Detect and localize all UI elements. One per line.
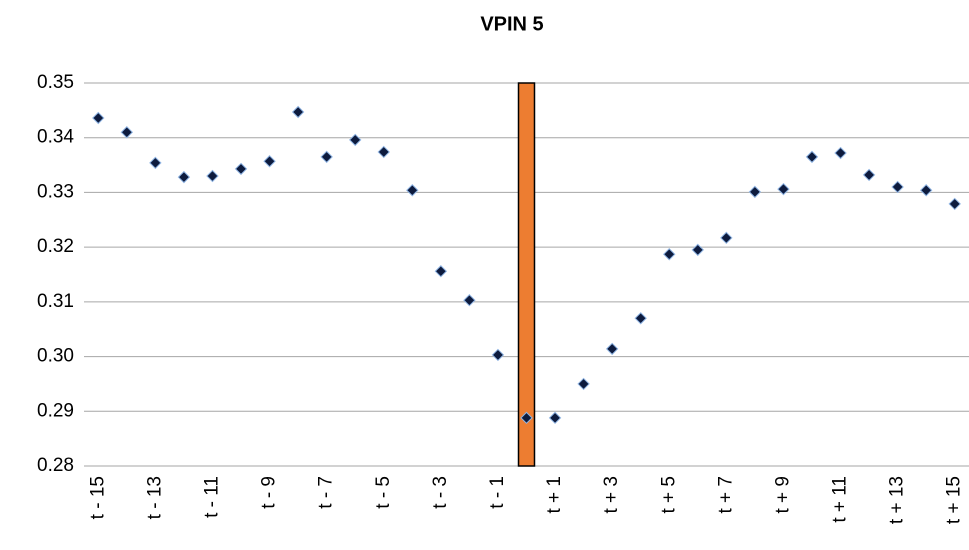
marker (663, 248, 676, 261)
x-tick-label: t - 11 (201, 476, 222, 518)
marker (548, 411, 562, 425)
marker (377, 145, 390, 159)
marker (634, 312, 647, 325)
y-tick-label: 0.33 (37, 181, 74, 202)
marker (919, 184, 933, 197)
x-tick-label: t - 1 (487, 476, 508, 509)
marker (577, 377, 590, 391)
marker (406, 184, 419, 197)
marker (948, 197, 961, 211)
x-tick-label: t - 9 (259, 476, 280, 509)
marker (520, 411, 533, 425)
x-tick-label: t + 15 (944, 476, 965, 524)
y-tick-label: 0.35 (37, 72, 74, 93)
chart-title: VPIN 5 (480, 13, 543, 35)
marker (234, 162, 248, 176)
marker (720, 231, 733, 245)
marker (463, 294, 476, 307)
x-tick-label: t - 13 (144, 476, 165, 519)
x-tick-label: t - 15 (87, 476, 108, 519)
y-tick-label: 0.34 (37, 127, 74, 148)
marker (862, 168, 876, 182)
y-tick-label: 0.29 (37, 400, 74, 421)
y-tick-label: 0.32 (37, 236, 74, 257)
marker (177, 170, 191, 184)
marker (120, 126, 134, 139)
x-tick-label: t + 3 (601, 476, 622, 514)
y-tick-label: 0.30 (37, 346, 74, 367)
marker (206, 169, 219, 183)
marker (92, 111, 105, 125)
marker (691, 243, 704, 257)
x-tick-label: t + 9 (772, 476, 793, 514)
x-tick-label: t + 11 (830, 476, 851, 523)
marker (805, 150, 819, 164)
marker (777, 182, 790, 196)
x-tick-label: t + 1 (544, 476, 565, 514)
x-tick-label: t + 5 (658, 476, 679, 514)
marker (434, 265, 448, 278)
marker (149, 156, 162, 170)
x-tick-label: t - 5 (373, 476, 394, 509)
highlight-bar (517, 82, 536, 467)
marker (605, 342, 619, 356)
marker (320, 150, 333, 164)
marker (349, 133, 362, 147)
marker (291, 105, 305, 119)
y-tick-label: 0.31 (37, 291, 74, 312)
marker (891, 180, 904, 194)
y-tick-label: 0.28 (37, 455, 74, 476)
x-tick-label: t + 7 (715, 476, 736, 514)
marker (834, 146, 847, 160)
marker (491, 348, 505, 362)
x-tick-label: t - 3 (430, 476, 451, 509)
x-tick-label: t + 13 (887, 476, 908, 524)
x-tick-label: t - 7 (316, 476, 337, 509)
marker (263, 155, 276, 168)
marker (748, 185, 762, 199)
